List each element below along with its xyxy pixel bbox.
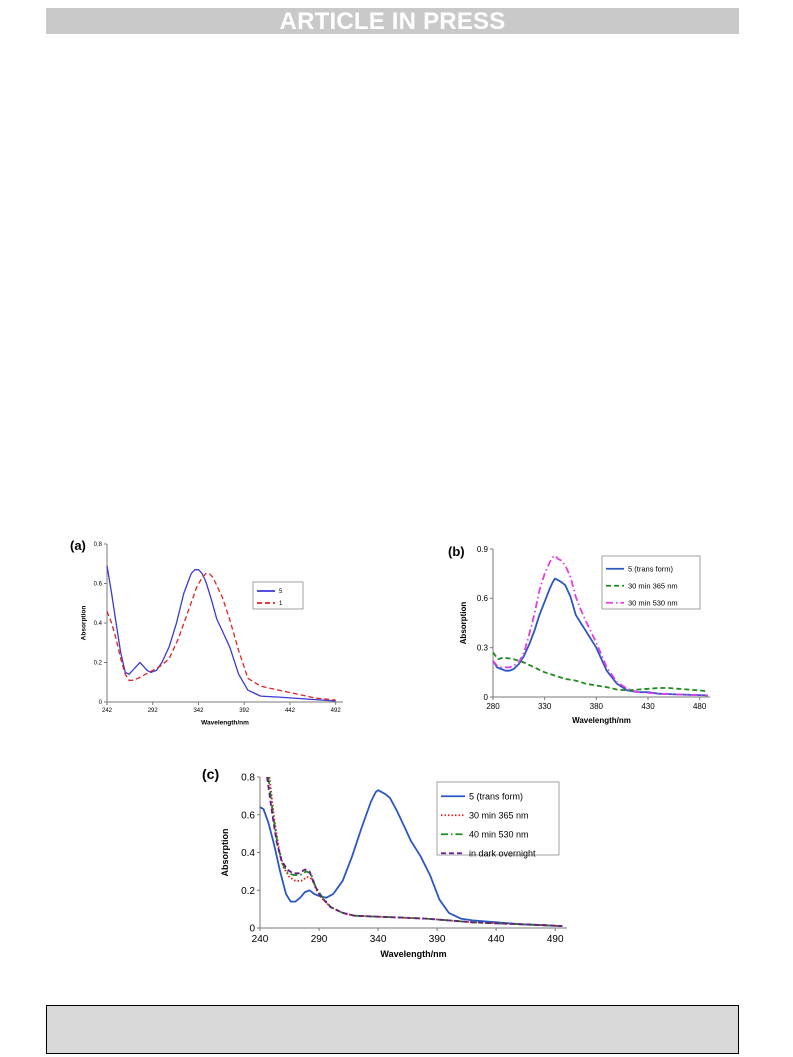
x-axis-label: Wavelength/nm: [572, 716, 631, 725]
legend-label: 30 min 530 nm: [628, 598, 678, 607]
legend-label: 1: [279, 601, 283, 607]
footer-box: [46, 1005, 739, 1054]
y-tick-label: 0.6: [94, 582, 103, 588]
y-tick-label: 0: [99, 700, 103, 706]
x-tick-label: 490: [547, 934, 564, 945]
series-line-1: [259, 789, 563, 927]
y-tick-label: 0.6: [241, 810, 255, 821]
x-tick-label: 292: [148, 708, 159, 714]
x-tick-label: 290: [311, 934, 328, 945]
y-tick-label: 0: [249, 924, 255, 935]
legend-box: [252, 581, 304, 610]
legend-box: [601, 555, 701, 610]
y-tick-label: 0.6: [477, 594, 489, 603]
x-tick-label: 240: [252, 934, 269, 945]
x-tick-label: 480: [693, 702, 707, 711]
panel-label: (a): [70, 538, 86, 553]
chart-b: (b) 0 0.3 0.6 0.9 280 330 380 430 480 Wavelength/n…: [448, 544, 710, 725]
legend-label: 5: [279, 589, 283, 595]
legend-label: in dark overnight: [469, 848, 536, 858]
y-tick-label: 0.9: [477, 545, 489, 554]
x-tick-label: 492: [331, 708, 342, 714]
x-tick-label: 430: [641, 702, 655, 711]
legend-label: 5 (trans form): [628, 564, 674, 573]
x-tick-label: 280: [486, 702, 500, 711]
x-tick-label: 392: [239, 708, 250, 714]
y-tick-label: 0.8: [241, 773, 255, 784]
series-line-2: [492, 652, 708, 693]
y-tick-label: 0.4: [241, 848, 255, 859]
x-axis-label: Wavelength/nm: [201, 720, 249, 727]
series-line-1: [492, 577, 708, 697]
x-axis-label: Wavelength/nm: [380, 949, 446, 959]
y-axis-label: Absorption: [459, 602, 468, 645]
y-tick-label: 0.2: [94, 661, 103, 667]
legend-label: 5 (trans form): [469, 791, 523, 801]
x-tick-label: 342: [193, 708, 204, 714]
chart-c: (c) 0 0.2 0.4 0.6 0.8 240 290 340 390 440 490 Wavele…: [202, 766, 567, 959]
y-axis-label: Absorption: [220, 829, 230, 877]
y-tick-label: 0.3: [477, 643, 489, 652]
y-tick-label: 0: [484, 693, 489, 702]
legend-box: [436, 781, 560, 856]
legend-label: 30 min 365 nm: [469, 810, 529, 820]
x-tick-label: 390: [429, 934, 446, 945]
series-line-2: [106, 572, 336, 701]
series-line-1: [106, 565, 336, 702]
x-tick-label: 330: [538, 702, 552, 711]
x-tick-label: 380: [590, 702, 604, 711]
legend-label: 30 min 365 nm: [628, 581, 678, 590]
x-tick-label: 340: [370, 934, 387, 945]
article-in-press-banner: ARTICLE IN PRESS: [46, 8, 739, 35]
y-tick-label: 0.8: [94, 542, 103, 548]
panel-label: (b): [448, 544, 465, 559]
panel-label: (c): [202, 766, 219, 782]
chart-a: (a) 0 0.2 0.4 0.6 0.8 242 292 342 392 442 492 Wavele…: [70, 538, 343, 727]
x-tick-label: 442: [285, 708, 296, 714]
legend-label: 40 min 530 nm: [469, 829, 529, 839]
x-tick-label: 242: [102, 708, 113, 714]
y-tick-label: 0.4: [94, 621, 103, 627]
series-line-3: [492, 554, 708, 697]
series-line-4: [266, 776, 563, 927]
y-tick-label: 0.2: [241, 886, 255, 897]
x-tick-label: 440: [488, 934, 505, 945]
y-axis-label: Absorption: [80, 606, 87, 641]
